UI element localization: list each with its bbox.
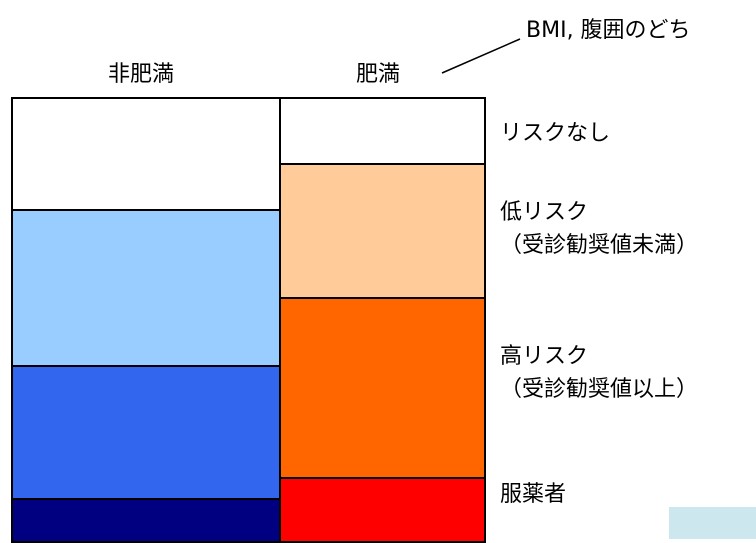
non-obese-high-risk-block [11,365,281,500]
obese-medicated-block [279,477,486,543]
legend-low-risk-line2: （受診勧奨値未満） [500,233,699,258]
non-obese-low-risk-block [11,209,281,367]
overlay-panel [669,507,756,539]
non-obese-medicated-block [11,498,281,543]
column-label-non-obese: 非肥満 [108,62,175,87]
legend-high-risk-line1: 高リスク [500,344,589,369]
legend-medicated: 服薬者 [500,482,567,507]
annotation-text: BMI, 腹囲のどち [526,18,691,43]
legend-no-risk: リスクなし [500,121,611,146]
column-label-obese: 肥満 [356,62,401,87]
legend-low-risk-line1: 低リスク [500,200,589,225]
obese-low-risk-block [279,163,486,299]
non-obese-no-risk-block [11,97,281,211]
obese-high-risk-block [279,297,486,479]
obese-no-risk-block [279,97,486,165]
legend-high-risk-line2: （受診勧奨値以上） [500,377,699,402]
